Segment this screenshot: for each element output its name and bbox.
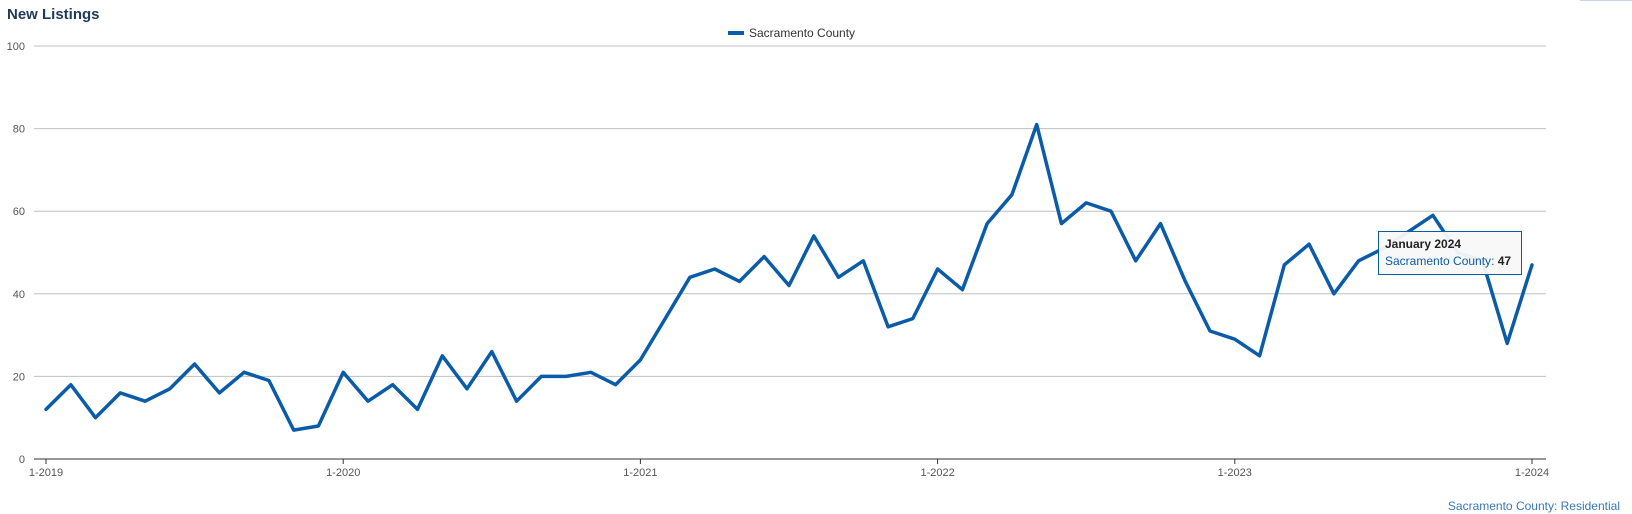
x-tick-label: 1-2022 — [920, 467, 954, 479]
y-tick-label: 40 — [13, 289, 25, 301]
y-tick-label: 60 — [13, 206, 25, 218]
y-tick-label: 20 — [13, 371, 25, 383]
data-point[interactable] — [42, 405, 50, 413]
data-point[interactable] — [92, 414, 100, 422]
data-point[interactable] — [1057, 220, 1065, 228]
tooltip-title: January 2024 — [1385, 237, 1462, 251]
data-point[interactable] — [1256, 352, 1264, 360]
data-point[interactable] — [760, 253, 768, 261]
data-point[interactable] — [884, 323, 892, 331]
y-tick-label: 0 — [19, 454, 25, 466]
data-point[interactable] — [166, 385, 174, 393]
data-point[interactable] — [612, 381, 620, 389]
data-point[interactable] — [810, 232, 818, 240]
gridlines — [34, 45, 1546, 460]
x-tick-label: 1-2019 — [29, 467, 63, 479]
data-point[interactable] — [785, 282, 793, 290]
data-point[interactable] — [290, 426, 298, 434]
data-point[interactable] — [414, 405, 422, 413]
data-point[interactable] — [215, 389, 223, 397]
chart-credit[interactable]: Sacramento County: Residential — [1447, 499, 1620, 513]
tooltip: January 2024 Sacramento County: 47 — [1378, 231, 1523, 275]
data-point[interactable] — [1330, 290, 1338, 298]
data-point[interactable] — [537, 372, 545, 380]
data-point[interactable] — [859, 257, 867, 265]
x-axis-ticks: 1-2019 1-2020 1-2021 1-2022 1-2023 1-2024 — [29, 459, 1549, 479]
data-point[interactable] — [636, 356, 644, 364]
legend[interactable]: Sacramento County — [728, 26, 855, 40]
data-point[interactable] — [934, 265, 942, 273]
tooltip-row: Sacramento County: 47 — [1385, 254, 1512, 268]
data-point[interactable] — [1033, 120, 1041, 128]
chart-title: New Listings — [7, 6, 100, 23]
data-point[interactable] — [1305, 240, 1313, 248]
data-point[interactable] — [1181, 277, 1189, 285]
tooltip-series-name: Sacramento County — [1385, 254, 1492, 268]
data-point[interactable] — [1280, 261, 1288, 269]
series-line[interactable] — [44, 122, 1534, 432]
data-point[interactable] — [265, 377, 273, 385]
data-point[interactable] — [488, 348, 496, 356]
data-point[interactable] — [191, 360, 199, 368]
data-point[interactable] — [983, 220, 991, 228]
data-point[interactable] — [909, 315, 917, 323]
data-point[interactable] — [240, 368, 248, 376]
data-point[interactable] — [661, 315, 669, 323]
data-point[interactable] — [1528, 261, 1536, 269]
x-tick-label: 1-2023 — [1218, 467, 1252, 479]
x-tick-label: 1-2020 — [326, 467, 360, 479]
data-point[interactable] — [67, 381, 75, 389]
data-point[interactable] — [735, 277, 743, 285]
legend-label[interactable]: Sacramento County — [749, 26, 855, 40]
data-point[interactable] — [1082, 199, 1090, 207]
data-point[interactable] — [314, 422, 322, 430]
data-point[interactable] — [1429, 211, 1437, 219]
series-layer — [42, 120, 1536, 434]
data-point[interactable] — [711, 265, 719, 273]
data-point[interactable] — [1206, 327, 1214, 335]
data-point[interactable] — [1132, 257, 1140, 265]
data-point[interactable] — [562, 372, 570, 380]
data-point[interactable] — [513, 397, 521, 405]
data-point[interactable] — [1231, 335, 1239, 343]
top-right-border — [1580, 0, 1632, 1]
data-point[interactable] — [1355, 257, 1363, 265]
data-point[interactable] — [389, 381, 397, 389]
data-point[interactable] — [587, 368, 595, 376]
data-point[interactable] — [1008, 191, 1016, 199]
data-point[interactable] — [1157, 220, 1165, 228]
data-point[interactable] — [463, 385, 471, 393]
data-point[interactable] — [686, 273, 694, 281]
data-point[interactable] — [438, 352, 446, 360]
data-point[interactable] — [835, 273, 843, 281]
data-point[interactable] — [339, 368, 347, 376]
x-tick-label: 1-2021 — [623, 467, 657, 479]
data-point[interactable] — [364, 397, 372, 405]
x-tick-label: 1-2024 — [1515, 467, 1549, 479]
tooltip-value: 47 — [1497, 254, 1512, 268]
data-point[interactable] — [116, 389, 124, 397]
data-point[interactable] — [958, 286, 966, 294]
data-point[interactable] — [1107, 207, 1115, 215]
data-point[interactable] — [141, 397, 149, 405]
y-tick-label: 100 — [7, 41, 25, 53]
y-axis-ticks: 0 20 40 60 80 100 — [7, 41, 25, 466]
y-tick-label: 80 — [13, 124, 25, 136]
data-point[interactable] — [1503, 339, 1511, 347]
